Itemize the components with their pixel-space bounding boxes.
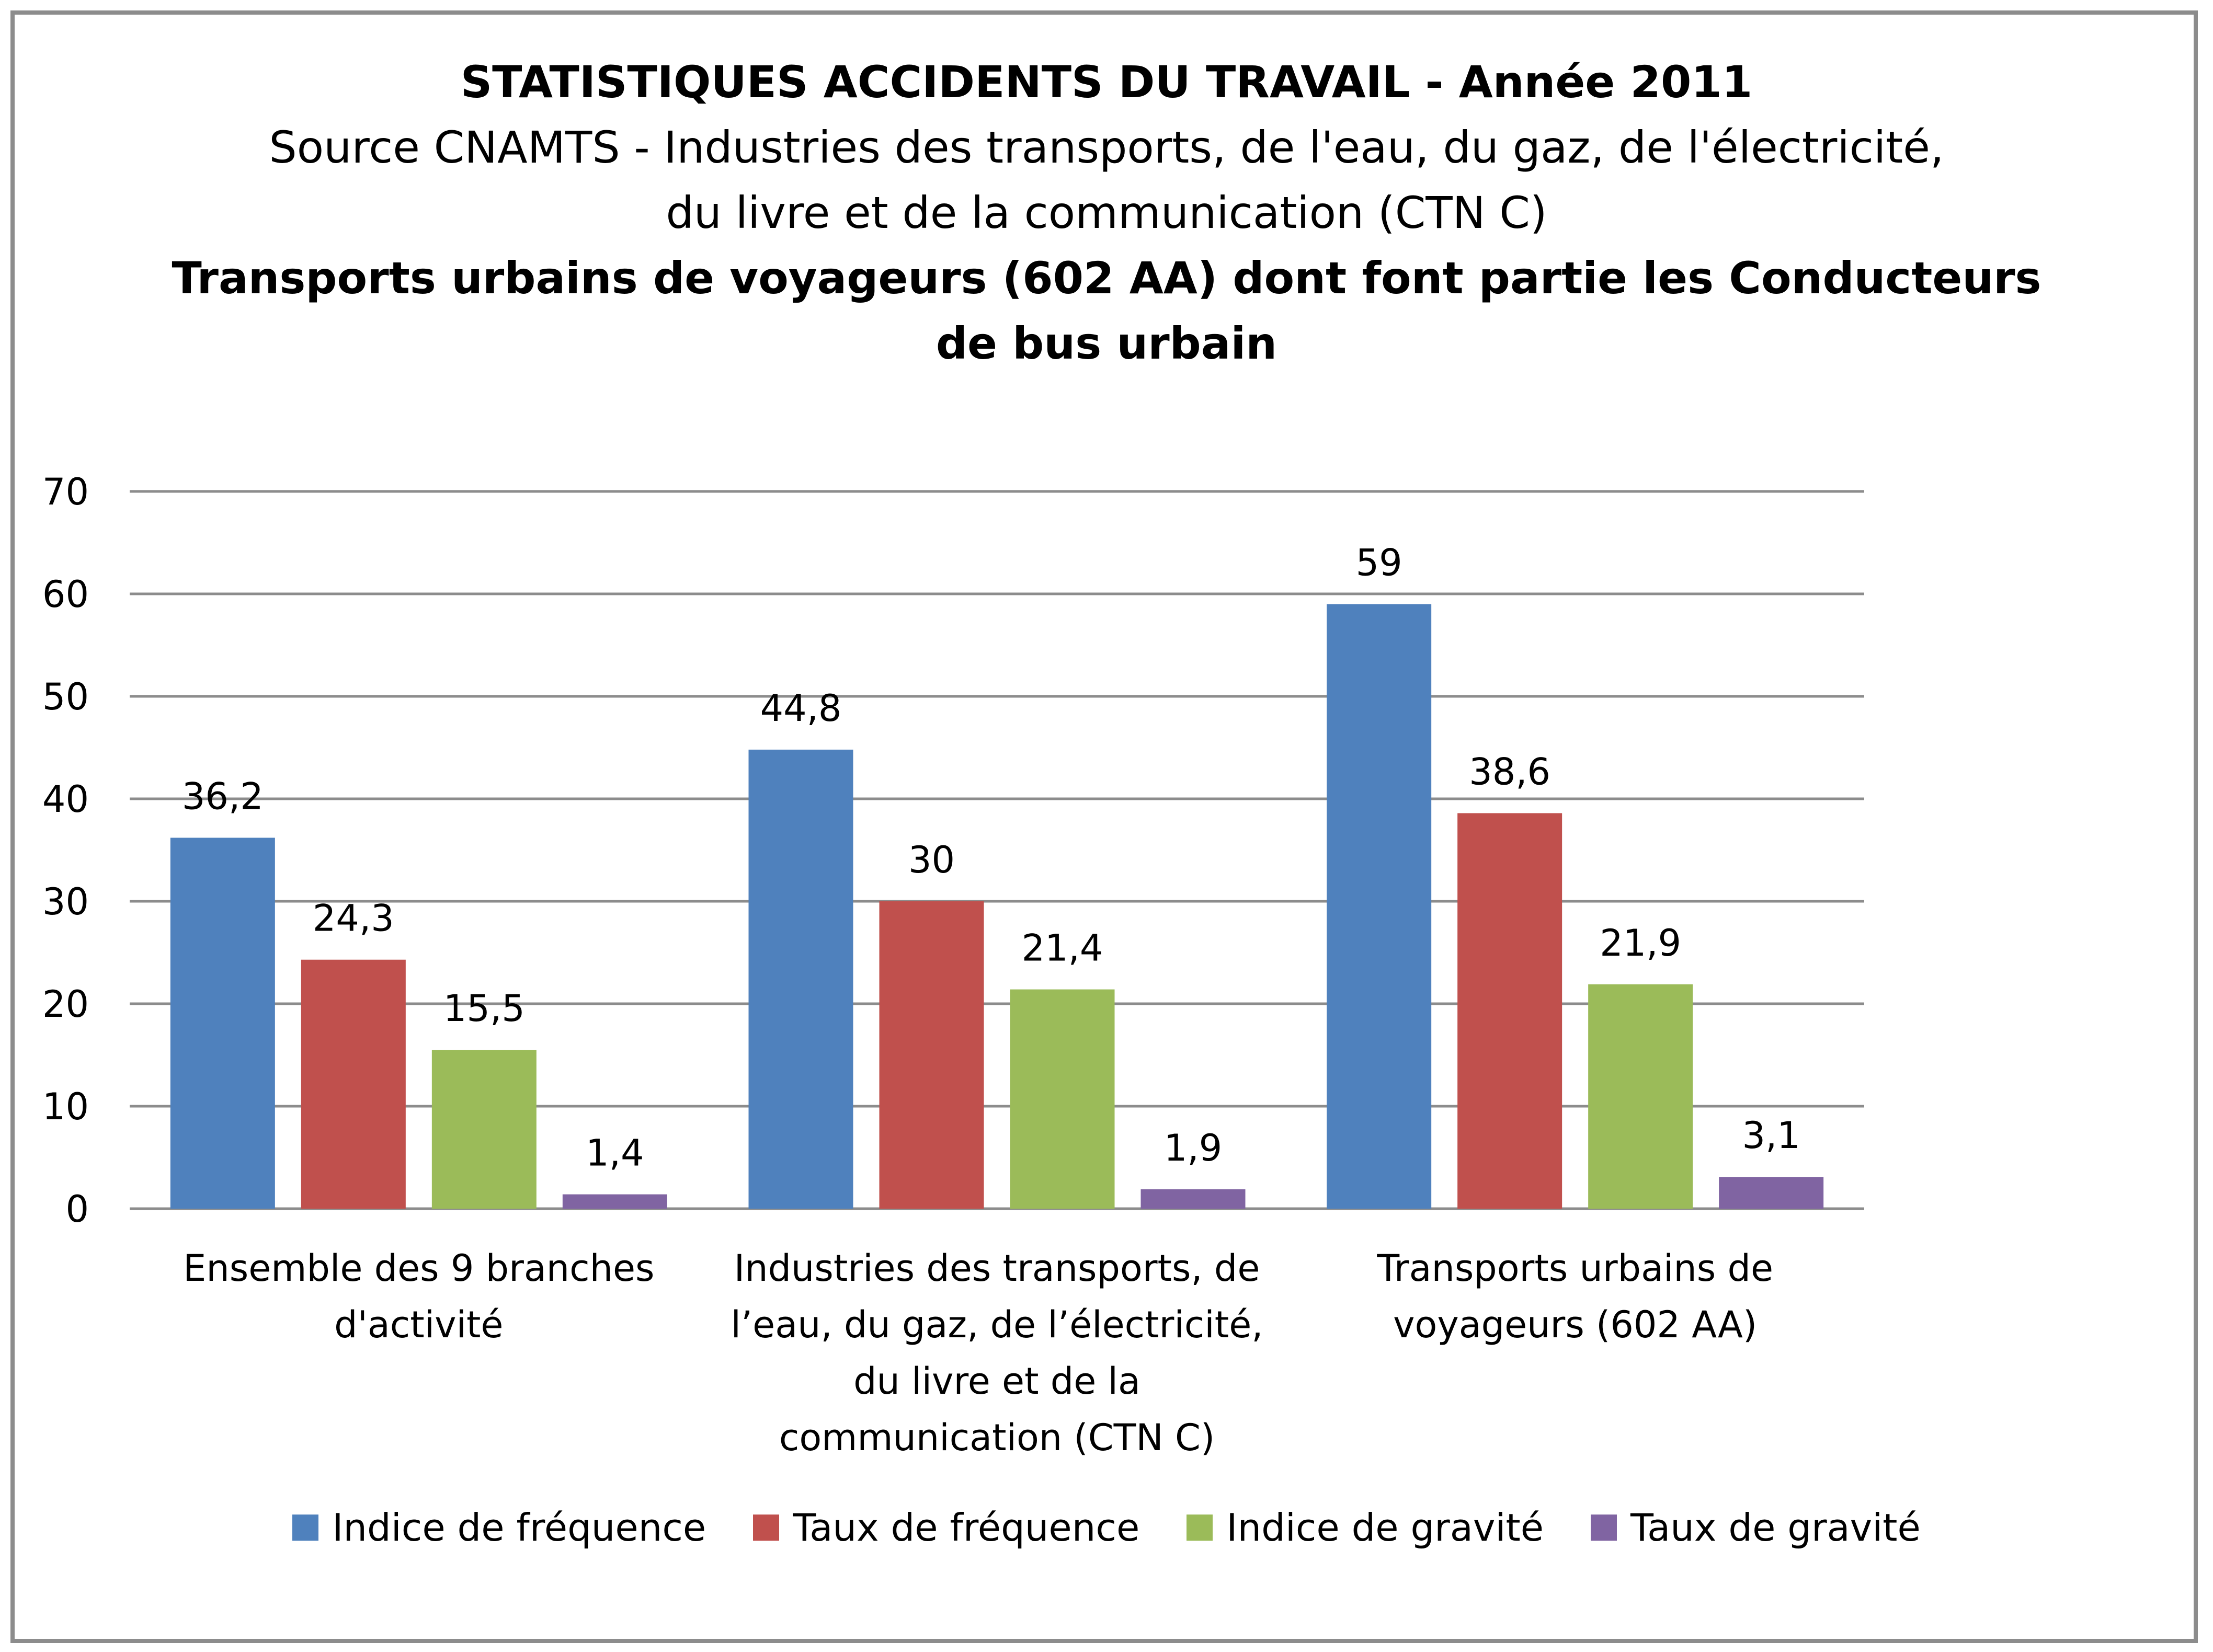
x-category-label-line: Industries des transports, de xyxy=(734,1247,1260,1290)
x-category-label-line: Transports urbains de xyxy=(1376,1247,1773,1290)
data-label: 38,6 xyxy=(1469,750,1550,793)
bar xyxy=(879,901,984,1209)
legend-swatch xyxy=(1187,1515,1213,1541)
legend-label: Taux de fréquence xyxy=(793,1506,1140,1550)
y-tick-label: 30 xyxy=(42,880,89,923)
data-label: 30 xyxy=(908,839,955,881)
x-category-label-line: voyageurs (602 AA) xyxy=(1393,1303,1757,1346)
data-label: 59 xyxy=(1356,542,1402,584)
bar xyxy=(1588,984,1693,1209)
data-label: 21,9 xyxy=(1600,922,1681,965)
chart-title-block: STATISTIQUES ACCIDENTS DU TRAVAIL - Anné… xyxy=(0,50,2213,376)
chart-subtitle-line-1: Source CNAMTS - Industries des transport… xyxy=(269,122,1944,173)
bar xyxy=(1010,989,1115,1209)
x-category-label: Industries des transports, de l’eau, du g… xyxy=(731,1247,1263,1459)
bar xyxy=(748,749,853,1209)
data-label: 1,4 xyxy=(586,1132,644,1175)
bar xyxy=(1327,604,1432,1209)
chart-title2-line-2: de bus urbain xyxy=(936,318,1277,369)
legend-item-taux-gravite: Taux de gravité xyxy=(1591,1506,1921,1550)
chart-subtitle-line-2: du livre et de la communication (CTN C) xyxy=(666,187,1547,238)
y-tick-label: 70 xyxy=(42,471,89,513)
x-category-label-line: l’eau, du gaz, de l’électricité, xyxy=(731,1303,1263,1346)
legend-label: Taux de gravité xyxy=(1630,1506,1921,1550)
data-label: 21,4 xyxy=(1022,927,1103,970)
legend-item-indice-gravite: Indice de gravité xyxy=(1187,1506,1544,1550)
bar xyxy=(1457,813,1562,1209)
data-label: 3,1 xyxy=(1742,1114,1800,1157)
bar xyxy=(1719,1177,1824,1209)
chart-legend: Indice de fréquence Taux de fréquence In… xyxy=(0,1506,2213,1550)
legend-item-indice-frequence: Indice de fréquence xyxy=(292,1506,706,1550)
legend-label: Indice de gravité xyxy=(1226,1506,1544,1550)
legend-swatch xyxy=(753,1515,780,1541)
y-tick-label: 10 xyxy=(42,1085,89,1128)
x-category-label: Transports urbains de voyageurs (602 AA) xyxy=(1376,1247,1773,1346)
bar xyxy=(562,1194,667,1209)
bar xyxy=(1140,1189,1246,1209)
data-label: 15,5 xyxy=(443,987,525,1030)
y-tick-label: 0 xyxy=(65,1188,89,1231)
x-category-label-line: Ensemble des 9 branches xyxy=(183,1247,654,1290)
data-label: 1,9 xyxy=(1164,1127,1222,1169)
x-category-label-line: du livre et de la xyxy=(853,1360,1140,1403)
legend-item-taux-frequence: Taux de fréquence xyxy=(753,1506,1139,1550)
chart-title2-line-1: Transports urbains de voyageurs (602 AA)… xyxy=(172,253,2041,304)
data-label: 44,8 xyxy=(760,687,842,730)
y-tick-label: 60 xyxy=(42,573,89,616)
data-label: 24,3 xyxy=(313,897,394,940)
bar xyxy=(301,959,406,1209)
chart-frame xyxy=(10,10,2198,1643)
y-tick-label: 50 xyxy=(42,675,89,718)
legend-swatch xyxy=(292,1515,319,1541)
legend-label: Indice de fréquence xyxy=(332,1506,706,1550)
y-tick-label: 40 xyxy=(42,778,89,821)
x-category-label: Ensemble des 9 branches d'activité xyxy=(183,1247,654,1346)
x-category-label-line: d'activité xyxy=(334,1303,503,1346)
bar xyxy=(431,1050,537,1209)
x-category-label-line: communication (CTN C) xyxy=(779,1416,1215,1459)
bar xyxy=(170,838,275,1209)
legend-swatch xyxy=(1591,1515,1617,1541)
chart-title: STATISTIQUES ACCIDENTS DU TRAVAIL - Anné… xyxy=(460,56,1753,108)
y-tick-label: 20 xyxy=(42,983,89,1026)
data-label: 36,2 xyxy=(182,775,264,818)
